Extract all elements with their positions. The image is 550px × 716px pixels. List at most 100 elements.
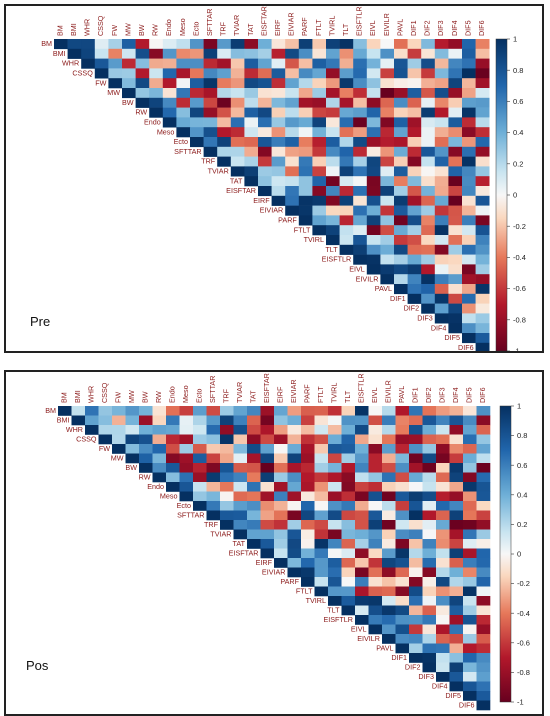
pre-cell-TVIRL-TLT [339,235,354,246]
pos-cell-Ecto-EIVILR [382,501,396,511]
pre-cell-Ecto-TVIAR [230,137,245,148]
pos-cell-WHR-TAT [247,425,261,435]
pos-cell-BMI-MW [125,415,140,426]
pos-cell-TRF-TVIRL [328,520,342,530]
pos-cell-TVIRL-PAVL [395,596,410,606]
pre-colorbar-tick-label: 0.6 [513,97,523,106]
pre-cell-TRF-FTLT [312,156,327,167]
pre-cell-SFTTAR-DIF5 [462,146,476,157]
pos-cell-RW-Ecto [193,472,207,483]
pre-cell-BMI-TAT [244,48,259,59]
pos-col-label-PARF: PARF [302,384,311,403]
pre-col-label-EISFTLR: EISFTLR [355,6,364,36]
pre-cell-BW-DIF6 [475,97,490,108]
pre-cell-EIVIAR-TLT [339,205,354,216]
pos-cell-TLT-DIF5 [463,605,477,616]
pre-row-label-BM: BM [41,39,52,48]
pos-cell-Meso-TVIAR [233,491,248,502]
pre-cell-TVIAR-PAVL [394,166,408,177]
pre-cell-Meso-Ecto [190,127,204,138]
pos-cell-TLT-DIF2 [422,605,437,616]
pre-cell-TVIRL-DIF2 [421,235,436,246]
pre-cell-SFTTAR-PARF [298,146,313,157]
pos-cell-SFTTAR-EIVL [368,510,383,521]
pos-cell-TAT-DIF6 [476,539,491,549]
pre-cell-BM-DIF4 [448,39,463,50]
pos-cell-BM-DIF3 [436,406,450,416]
pos-cell-RW-EIVIAR [287,472,302,483]
pre-cell-BM-FW [108,39,123,50]
pre-heatmap: BMBMIWHRCSSQFWMWBWRWEndoMesoEctoSFTTARTR… [30,6,526,351]
pos-cell-BMI-BMI [71,415,86,426]
pre-cell-TVIAR-EISFTLR [353,166,368,177]
pre-cell-BW-Meso [176,97,191,108]
pos-cell-FW-TAT [247,444,261,454]
pos-col-label-EISFTLR: EISFTLR [356,373,365,403]
pos-cell-MW-PAVL [395,453,410,464]
pos-cell-WHR-EIVILR [382,425,396,435]
pre-cell-Meso-DIF6 [475,127,490,138]
pre-cell-BM-DIF1 [407,39,422,50]
pos-cell-TVIAR-FTLT [314,529,329,540]
pos-cell-SFTTAR-DIF6 [476,510,491,521]
pos-cell-EIRF-EISFTLR [355,558,369,568]
pos-cell-BM-TVIAR [233,406,248,416]
pre-cell-FW-DIF5 [462,78,476,89]
pos-cell-EISFTAR-EISFTLR [355,548,369,559]
pre-cell-EISFTAR-DIF6 [475,186,490,197]
pre-panel-title: Pre [30,314,50,329]
pos-cell-SFTTAR-EISFTAR [260,510,275,521]
pos-cell-MW-DIF6 [476,453,491,464]
pre-cell-RW-DIF4 [448,107,463,118]
pos-cell-Ecto-EIVL [368,501,383,511]
pos-cell-EIVL-PAVL [395,624,410,635]
pre-cell-TVIAR-DIF4 [448,166,463,177]
pos-cell-MW-EIRF [274,453,288,464]
pos-cell-BW-Endo [166,463,180,473]
pos-row-label-DIF6: DIF6 [459,700,475,709]
pos-cell-PARF-EIVL [368,577,383,587]
pos-cell-MW-SFTTAR [206,453,221,464]
pos-col-label-EIRF: EIRF [275,386,284,403]
pre-cell-MW-DIF3 [434,88,449,99]
pre-cell-BM-WHR [81,39,96,50]
pre-cell-MW-Ecto [190,88,204,99]
pos-cell-Meso-TRF [220,491,234,502]
pos-cell-DIF1-DIF4 [449,653,464,663]
pre-cell-SFTTAR-EIVIAR [285,146,300,157]
pre-row-label-SFTTAR: SFTTAR [174,147,201,156]
pre-cell-Ecto-TLT [339,137,354,148]
pre-cell-RW-EIRF [271,107,286,118]
pos-cell-BMI-DIF5 [463,415,477,426]
pos-cell-EISFTLR-EIVILR [382,615,396,625]
pos-cell-CSSQ-FW [112,434,126,445]
pos-cell-Meso-PAVL [395,491,410,502]
pre-cell-DIF3-DIF6 [475,313,490,324]
pre-cell-BMI-DIF4 [448,48,463,59]
pos-cell-TAT-FTLT [314,539,329,549]
pos-cell-SFTTAR-PAVL [395,510,410,521]
pos-cell-EIVIAR-TVIRL [328,567,342,578]
pos-cell-MW-DIF5 [463,453,477,464]
pre-cell-RW-PAVL [394,107,408,118]
pos-cell-TVIAR-PARF [301,529,315,540]
pos-cell-CSSQ-DIF5 [463,434,477,445]
pos-cell-BW-EIRF [274,463,288,473]
pre-cell-CSSQ-PARF [298,68,313,79]
pos-cell-FTLT-FTLT [314,586,329,597]
pos-cell-EISFTAR-EIRF [274,548,288,559]
pos-cell-FW-DIF3 [436,444,450,454]
pos-cell-EIVILR-EIVILR [382,634,396,644]
pos-row-label-PAVL: PAVL [376,643,393,652]
pos-cell-Endo-DIF4 [449,482,464,492]
pos-cell-SFTTAR-TAT [247,510,261,521]
pos-cell-RW-DIF2 [422,472,437,483]
pos-cell-Endo-Ecto [193,482,207,492]
pos-cell-BW-DIF5 [463,463,477,473]
pre-cell-Ecto-EISFTAR [258,137,272,148]
pre-cell-EIVIAR-EIVIAR [285,205,300,216]
pos-cell-TVIRL-EIVL [368,596,383,606]
pre-col-label-DIF4: DIF4 [450,20,459,36]
pos-cell-DIF3-DIF6 [476,672,491,682]
pre-cell-TAT-DIF5 [462,176,476,187]
